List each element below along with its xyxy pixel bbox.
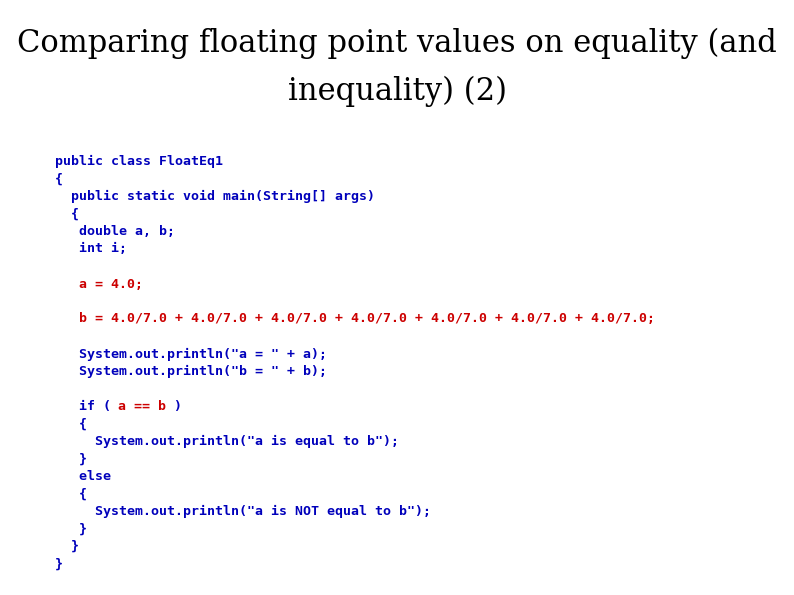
Text: }: }	[55, 522, 87, 536]
Text: double a, b;: double a, b;	[55, 225, 175, 238]
Text: a == b: a == b	[118, 400, 166, 413]
Text: {: {	[55, 173, 63, 186]
Text: System.out.println("b = " + b);: System.out.println("b = " + b);	[55, 365, 327, 378]
Text: b = 4.0/7.0 + 4.0/7.0 + 4.0/7.0 + 4.0/7.0 + 4.0/7.0 + 4.0/7.0 + 4.0/7.0;: b = 4.0/7.0 + 4.0/7.0 + 4.0/7.0 + 4.0/7.…	[55, 312, 655, 325]
Text: public static void main(String[] args): public static void main(String[] args)	[55, 190, 375, 203]
Text: }: }	[55, 558, 63, 571]
Text: if (: if (	[55, 400, 119, 413]
Text: Comparing floating point values on equality (and: Comparing floating point values on equal…	[17, 28, 777, 60]
Text: {: {	[55, 487, 87, 500]
Text: public class FloatEq1: public class FloatEq1	[55, 155, 223, 168]
Text: a = 4.0;: a = 4.0;	[55, 277, 143, 290]
Text: {: {	[55, 418, 87, 431]
Text: }: }	[55, 453, 87, 465]
Text: else: else	[55, 470, 111, 483]
Text: int i;: int i;	[55, 243, 127, 255]
Text: System.out.println("a is NOT equal to b");: System.out.println("a is NOT equal to b"…	[55, 505, 431, 518]
Text: System.out.println("a is equal to b");: System.out.println("a is equal to b");	[55, 435, 399, 448]
Text: inequality) (2): inequality) (2)	[287, 76, 507, 107]
Text: ): )	[166, 400, 182, 413]
Text: {: {	[55, 208, 79, 221]
Text: }: }	[55, 540, 79, 553]
Text: System.out.println("a = " + a);: System.out.println("a = " + a);	[55, 347, 327, 361]
